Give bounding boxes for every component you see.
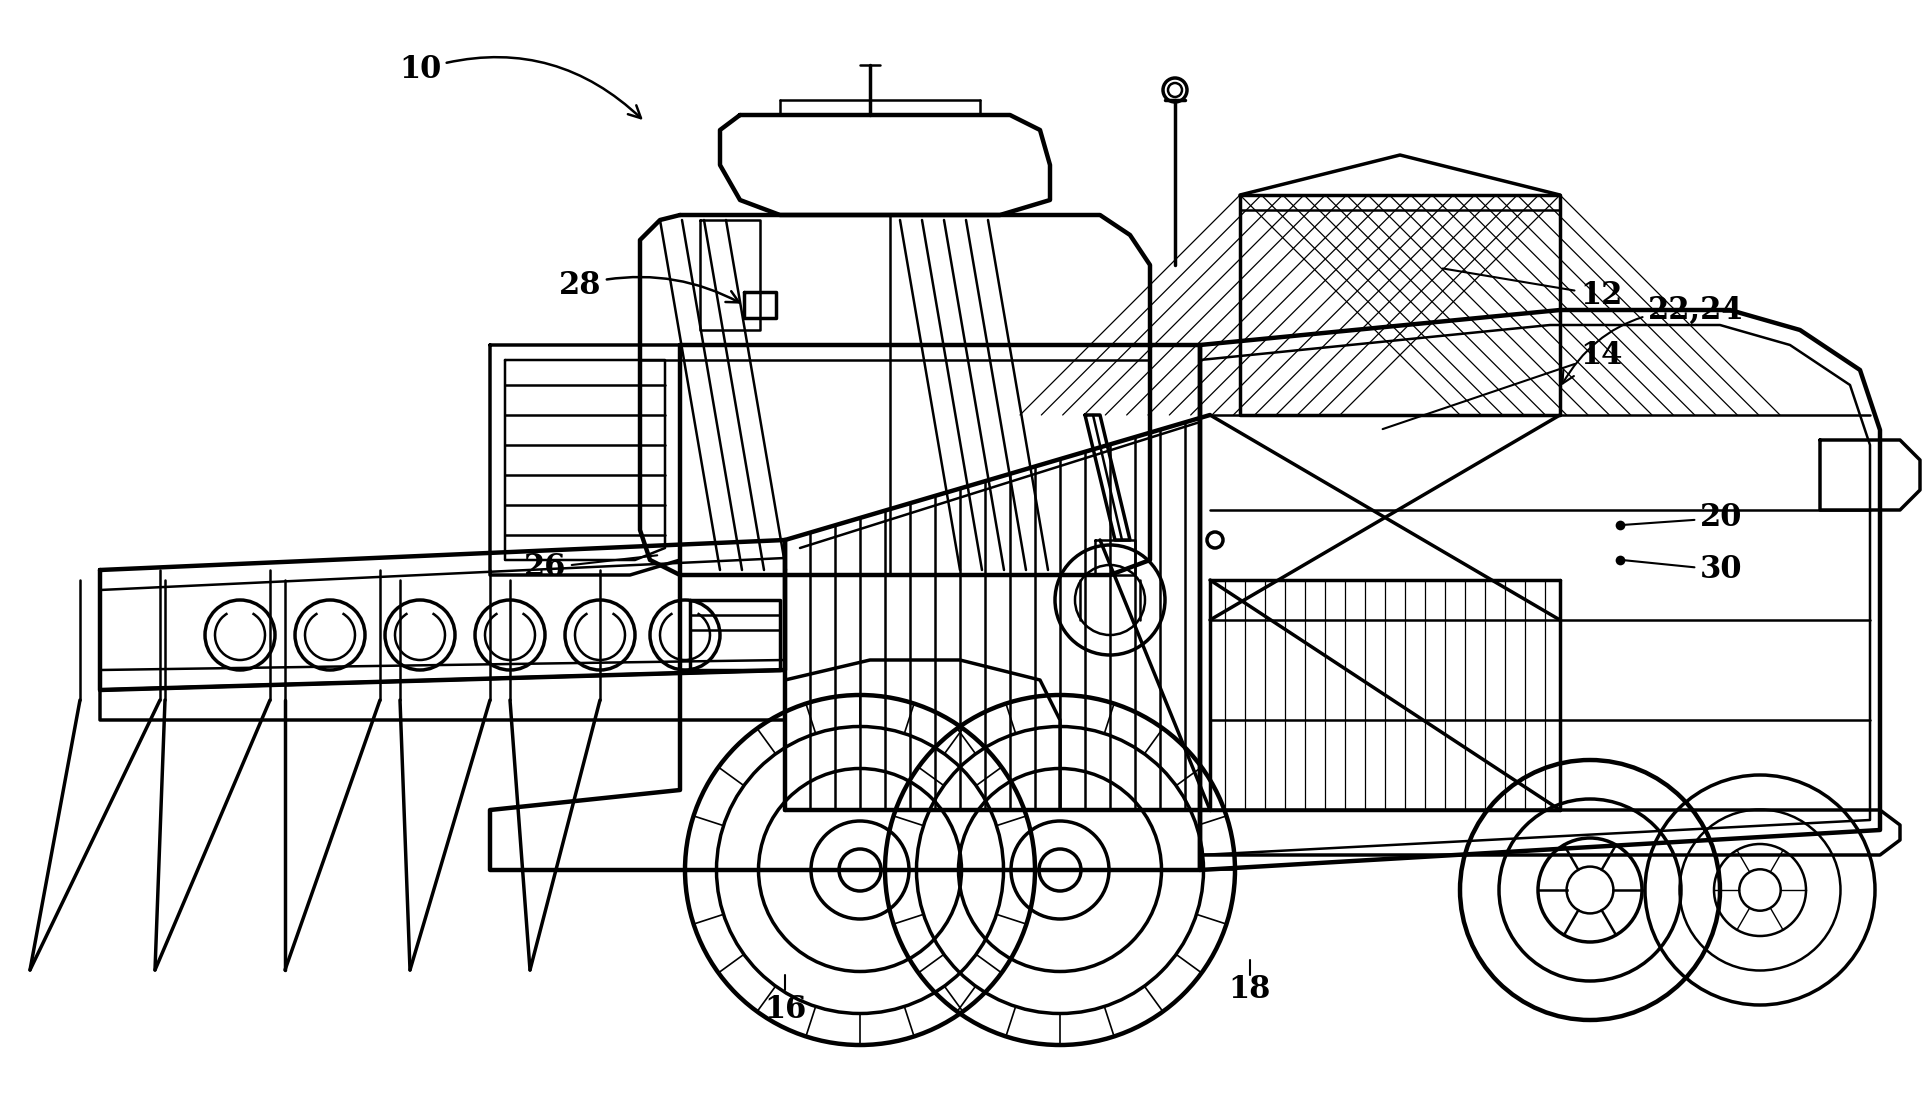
Text: 16: 16 <box>763 995 806 1026</box>
Text: 14: 14 <box>1382 340 1621 430</box>
Text: 28: 28 <box>559 270 738 302</box>
Text: 10: 10 <box>399 54 640 118</box>
Text: 26: 26 <box>524 553 657 584</box>
Text: 30: 30 <box>1625 555 1743 585</box>
Text: 12: 12 <box>1442 269 1621 311</box>
Text: 20: 20 <box>1625 503 1743 534</box>
Text: 18: 18 <box>1228 975 1271 1006</box>
Text: 22,24: 22,24 <box>1562 294 1743 384</box>
